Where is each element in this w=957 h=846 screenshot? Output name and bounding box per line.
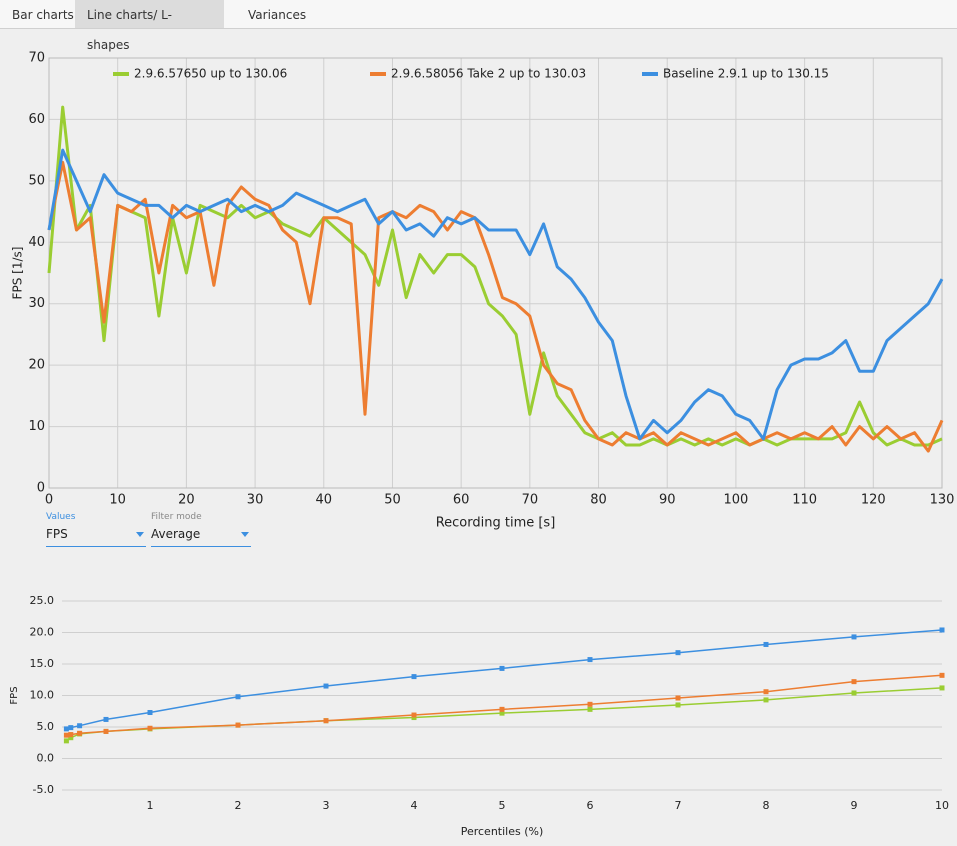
x-tick-label: 40: [315, 493, 332, 508]
tab[interactable]: Bar charts: [12, 8, 74, 22]
point-marker: [499, 665, 505, 671]
x-tick-label: 2: [235, 799, 242, 812]
point-marker: [147, 710, 153, 716]
point-marker: [63, 738, 69, 744]
x-tick-label: 70: [522, 493, 539, 508]
series-line: [47, 160, 944, 453]
x-tick-label: 1: [147, 799, 154, 812]
x-tick-label: 100: [724, 493, 749, 508]
dropdown[interactable]: Values FPS: [46, 512, 146, 547]
x-tick-label: 6: [587, 799, 594, 812]
x-axis-label: Percentiles (%): [461, 825, 544, 838]
x-tick-label: 80: [590, 493, 607, 508]
y-tick-label: 15.0: [30, 657, 55, 670]
point-marker: [63, 726, 69, 732]
y-tick-label: 20: [28, 358, 45, 373]
point-marker: [675, 650, 681, 656]
point-marker: [103, 716, 109, 722]
point-marker: [323, 718, 329, 724]
y-axis-label: FPS: [9, 686, 20, 704]
y-tick-label: 30: [28, 296, 45, 311]
x-tick-label: 10: [109, 493, 126, 508]
x-tick-label: 120: [861, 493, 886, 508]
x-tick-label: 130: [930, 493, 955, 508]
point-marker: [675, 702, 681, 708]
x-tick-label: 0: [45, 493, 53, 508]
point-marker: [411, 715, 417, 721]
x-tick-label: 7: [675, 799, 682, 812]
x-tick-label: 4: [411, 799, 418, 812]
point-marker: [103, 728, 109, 734]
point-marker: [939, 627, 945, 633]
point-marker: [939, 685, 945, 691]
x-tick-label: 20: [178, 493, 195, 508]
y-tick-label: 0.0: [37, 752, 55, 765]
point-marker: [68, 725, 74, 731]
x-tick-label: 60: [453, 493, 470, 508]
tab-bar: Bar charts Line charts/ L-shapes Variances: [0, 0, 957, 52]
x-tick-label: 9: [851, 799, 858, 812]
point-marker: [587, 706, 593, 712]
x-tick-label: 3: [323, 799, 330, 812]
point-marker: [235, 694, 241, 700]
legend-label: 2.9.6.57650 up to 130.06: [134, 67, 287, 81]
point-marker: [77, 730, 83, 736]
y-tick-label: 10: [28, 419, 45, 434]
x-tick-label: 8: [763, 799, 770, 812]
tab[interactable]: Line charts/ L-shapes: [75, 0, 224, 52]
point-marker: [763, 641, 769, 647]
series-line: [47, 148, 944, 441]
dropdown-label: Values: [46, 512, 76, 522]
point-marker: [851, 679, 857, 685]
dropdown[interactable]: Filter mode Average: [151, 512, 251, 547]
legend-label: Baseline 2.9.1 up to 130.15: [663, 67, 829, 81]
legend-label: 2.9.6.58056 Take 2 up to 130.03: [391, 67, 586, 81]
y-tick-label: 0: [37, 481, 45, 496]
point-marker: [587, 701, 593, 707]
x-tick-label: 110: [792, 493, 817, 508]
point-marker: [235, 722, 241, 728]
point-marker: [675, 695, 681, 701]
point-marker: [411, 712, 417, 718]
point-marker: [499, 706, 505, 712]
y-axis-label: FPS [1/s]: [11, 247, 25, 300]
y-tick-label: 25.0: [30, 594, 55, 607]
point-marker: [851, 634, 857, 640]
dropdown-label: Filter mode: [151, 512, 202, 522]
point-marker: [499, 710, 505, 716]
point-marker: [587, 657, 593, 663]
y-tick-label: 70: [28, 51, 45, 66]
dropdown-value[interactable]: Average: [151, 527, 251, 547]
point-marker: [763, 689, 769, 695]
point-marker: [939, 672, 945, 678]
point-marker: [763, 697, 769, 703]
point-marker: [68, 735, 74, 741]
y-tick-label: 60: [28, 112, 45, 127]
y-tick-label: 10.0: [30, 689, 55, 702]
x-tick-label: 50: [384, 493, 401, 508]
point-marker: [147, 725, 153, 731]
y-tick-label: 5.0: [37, 720, 55, 733]
x-tick-label: 30: [247, 493, 264, 508]
x-tick-label: 5: [499, 799, 506, 812]
tab[interactable]: Variances: [248, 8, 307, 22]
x-axis-label: Recording time [s]: [436, 516, 556, 531]
y-tick-label: -5.0: [33, 783, 54, 796]
point-marker: [68, 732, 74, 738]
y-tick-label: 20.0: [30, 626, 55, 639]
point-marker: [77, 723, 83, 729]
y-tick-label: 50: [28, 173, 45, 188]
y-tick-label: 40: [28, 235, 45, 250]
dropdown-value[interactable]: FPS: [46, 527, 146, 547]
point-marker: [63, 732, 69, 738]
point-marker: [411, 674, 417, 680]
point-marker: [323, 683, 329, 689]
x-tick-label: 90: [659, 493, 676, 508]
series-line: [66, 629, 943, 730]
series-line: [66, 674, 943, 736]
point-marker: [851, 690, 857, 696]
x-tick-label: 10: [935, 799, 949, 812]
